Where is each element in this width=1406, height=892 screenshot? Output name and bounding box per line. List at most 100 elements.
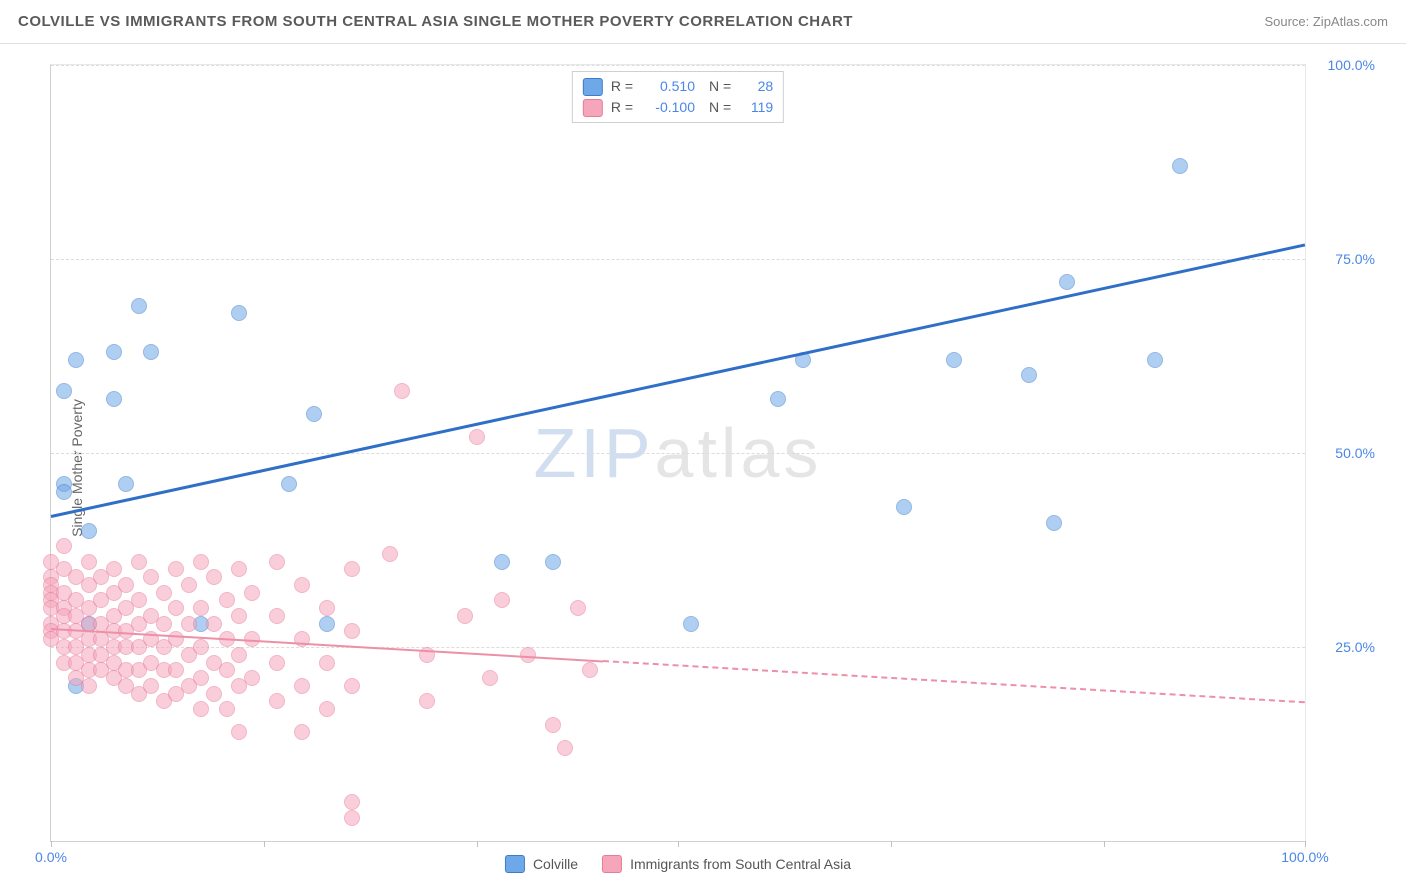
- scatter-point: [281, 476, 297, 492]
- scatter-point: [181, 616, 197, 632]
- scatter-point: [156, 616, 172, 632]
- scatter-point: [231, 724, 247, 740]
- scatter-point: [319, 600, 335, 616]
- scatter-point: [193, 670, 209, 686]
- scatter-point: [219, 662, 235, 678]
- scatter-point: [683, 616, 699, 632]
- scatter-point: [545, 554, 561, 570]
- stat-r-label: R =: [611, 76, 633, 97]
- scatter-point: [56, 538, 72, 554]
- scatter-point: [494, 592, 510, 608]
- scatter-point: [269, 554, 285, 570]
- scatter-point: [1172, 158, 1188, 174]
- scatter-point: [344, 561, 360, 577]
- x-tick-label: 100.0%: [1281, 849, 1328, 865]
- source-attribution: Source: ZipAtlas.com: [1264, 14, 1388, 29]
- scatter-point: [294, 577, 310, 593]
- scatter-point: [1021, 367, 1037, 383]
- scatter-point: [56, 383, 72, 399]
- series-legend-label: Immigrants from South Central Asia: [630, 856, 851, 872]
- scatter-point: [344, 678, 360, 694]
- x-tick-mark: [678, 841, 679, 847]
- scatter-point: [206, 686, 222, 702]
- chart-area: Single Mother Poverty ZIPatlas R =0.510N…: [0, 44, 1406, 892]
- stat-n-value: 119: [739, 97, 773, 118]
- y-tick-label: 25.0%: [1315, 639, 1375, 655]
- scatter-point: [557, 740, 573, 756]
- gridline-horizontal: [51, 65, 1305, 66]
- scatter-point: [469, 429, 485, 445]
- scatter-point: [168, 561, 184, 577]
- stat-n-label: N =: [709, 76, 731, 97]
- scatter-point: [131, 554, 147, 570]
- scatter-point: [319, 701, 335, 717]
- scatter-point: [143, 344, 159, 360]
- x-tick-label: 0.0%: [35, 849, 67, 865]
- trend-line: [51, 244, 1306, 519]
- y-tick-label: 50.0%: [1315, 445, 1375, 461]
- scatter-point: [168, 631, 184, 647]
- trend-line: [603, 660, 1305, 703]
- y-tick-label: 75.0%: [1315, 251, 1375, 267]
- scatter-point: [219, 701, 235, 717]
- scatter-point: [1046, 515, 1062, 531]
- scatter-point: [106, 391, 122, 407]
- scatter-point: [156, 585, 172, 601]
- scatter-point: [582, 662, 598, 678]
- stat-legend-row: R = -0.100 N = 119: [583, 97, 773, 118]
- source-prefix: Source:: [1264, 14, 1312, 29]
- y-tick-label: 100.0%: [1315, 57, 1375, 73]
- scatter-point: [193, 701, 209, 717]
- source-name: ZipAtlas.com: [1313, 14, 1388, 29]
- scatter-point: [896, 499, 912, 515]
- header-bar: COLVILLE VS IMMIGRANTS FROM SOUTH CENTRA…: [0, 0, 1406, 44]
- scatter-point: [269, 608, 285, 624]
- x-tick-mark: [264, 841, 265, 847]
- scatter-point: [131, 298, 147, 314]
- scatter-point: [56, 484, 72, 500]
- scatter-point: [344, 810, 360, 826]
- scatter-point: [244, 670, 260, 686]
- stat-r-value: -0.100: [641, 97, 695, 118]
- scatter-point: [231, 608, 247, 624]
- legend-swatch: [583, 78, 603, 96]
- scatter-point: [143, 569, 159, 585]
- scatter-point: [1147, 352, 1163, 368]
- scatter-point: [394, 383, 410, 399]
- legend-swatch: [583, 99, 603, 117]
- legend-swatch: [602, 855, 622, 873]
- scatter-point: [382, 546, 398, 562]
- scatter-point: [946, 352, 962, 368]
- scatter-point: [269, 693, 285, 709]
- scatter-point: [206, 616, 222, 632]
- x-tick-mark: [891, 841, 892, 847]
- scatter-point: [81, 554, 97, 570]
- stat-n-label: N =: [709, 97, 731, 118]
- scatter-point: [118, 577, 134, 593]
- scatter-point: [570, 600, 586, 616]
- stat-legend-row: R =0.510N =28: [583, 76, 773, 97]
- scatter-point: [206, 569, 222, 585]
- scatter-point: [106, 344, 122, 360]
- scatter-point: [344, 794, 360, 810]
- stat-n-value: 28: [739, 76, 773, 97]
- scatter-point: [319, 616, 335, 632]
- scatter-point: [181, 577, 197, 593]
- scatter-point: [344, 623, 360, 639]
- correlation-legend: R =0.510N =28R =-0.100N =119: [572, 71, 784, 123]
- scatter-point: [319, 655, 335, 671]
- x-tick-mark: [477, 841, 478, 847]
- x-tick-mark: [51, 841, 52, 847]
- stat-r-label: R =: [611, 97, 633, 118]
- scatter-point: [419, 693, 435, 709]
- scatter-point: [244, 585, 260, 601]
- scatter-point: [770, 391, 786, 407]
- scatter-point: [219, 592, 235, 608]
- scatter-point: [131, 592, 147, 608]
- scatter-point: [294, 678, 310, 694]
- chart-title: COLVILLE VS IMMIGRANTS FROM SOUTH CENTRA…: [18, 13, 853, 30]
- scatter-point: [143, 678, 159, 694]
- scatter-point: [106, 561, 122, 577]
- scatter-point: [231, 305, 247, 321]
- scatter-point: [306, 406, 322, 422]
